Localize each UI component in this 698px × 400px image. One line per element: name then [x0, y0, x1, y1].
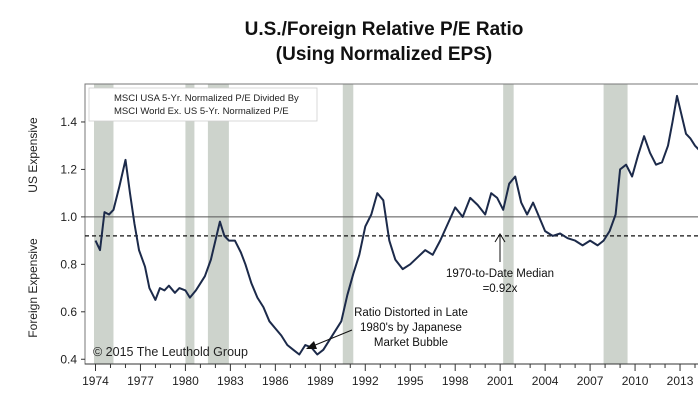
x-tick-label: 1992 — [352, 374, 379, 388]
recession-band — [603, 84, 628, 364]
legend-box — [88, 87, 318, 122]
median-annotation-line-1: 1970-to-Date Median — [446, 268, 554, 280]
copyright-text: © 2015 The Leuthold Group — [93, 345, 248, 359]
x-tick-label: 2001 — [487, 374, 514, 388]
y-tick-label: 1.4 — [60, 115, 77, 129]
x-tick-label: 1998 — [442, 374, 469, 388]
x-axis: 1974 1977 1980 1983 1986 1989 1992 1995 1998 2001… — [82, 363, 698, 388]
recession-band — [185, 84, 195, 364]
japan-annotation: Ratio Distorted in Late 1980's by Japane… — [306, 307, 468, 349]
y-axis-label-lower: Foreign Expensive — [26, 238, 40, 338]
japan-annotation-line-1: Ratio Distorted in Late — [354, 307, 468, 319]
x-tick-label: 1980 — [172, 374, 199, 388]
ratio-series-line — [94, 94, 698, 356]
recession-band — [342, 84, 354, 364]
median-annotation-line-2: =0.92x — [483, 283, 518, 295]
x-tick-label: 1977 — [127, 374, 154, 388]
y-tick-label: 1.2 — [60, 162, 77, 176]
x-tick-label: 1983 — [217, 374, 244, 388]
chart-subtitle: (Using Normalized EPS) — [276, 44, 492, 65]
japan-annotation-line-2: 1980's by Japanese — [360, 322, 462, 334]
japan-annotation-line-3: Market Bubble — [374, 337, 448, 349]
legend-line-2: MSCI World Ex. US 5-Yr. Normalized P/E — [114, 106, 289, 117]
x-tick-label: 2007 — [577, 374, 604, 388]
x-tick-label: 2010 — [622, 374, 649, 388]
median-annotation: 1970-to-Date Median =0.92x — [446, 233, 554, 295]
x-tick-label: 1974 — [82, 374, 109, 388]
y-axis-label-upper: US Expensive — [26, 117, 40, 193]
x-tick-label: 1995 — [397, 374, 424, 388]
japan-annotation-arrowhead — [306, 341, 317, 349]
y-tick-label: 1.0 — [60, 210, 77, 224]
y-tick-label: 0.4 — [60, 352, 77, 366]
x-tick-label: 1989 — [307, 374, 334, 388]
recession-band — [503, 84, 514, 364]
x-tick-label: 1986 — [262, 374, 289, 388]
y-axis: 0.4 0.6 0.8 1.0 1.2 1.4 — [60, 115, 85, 366]
y-tick-label: 0.6 — [60, 305, 77, 319]
legend-line-1: MSCI USA 5-Yr. Normalized P/E Divided By — [114, 93, 299, 104]
x-tick-label: 2013 — [667, 374, 694, 388]
y-tick-label: 0.8 — [60, 257, 77, 271]
x-tick-label: 2004 — [532, 374, 559, 388]
legend: MSCI USA 5-Yr. Normalized P/E Divided By… — [88, 87, 318, 122]
median-annotation-arrowhead — [494, 233, 506, 243]
chart-title: U.S./Foreign Relative P/E Ratio — [245, 19, 524, 40]
